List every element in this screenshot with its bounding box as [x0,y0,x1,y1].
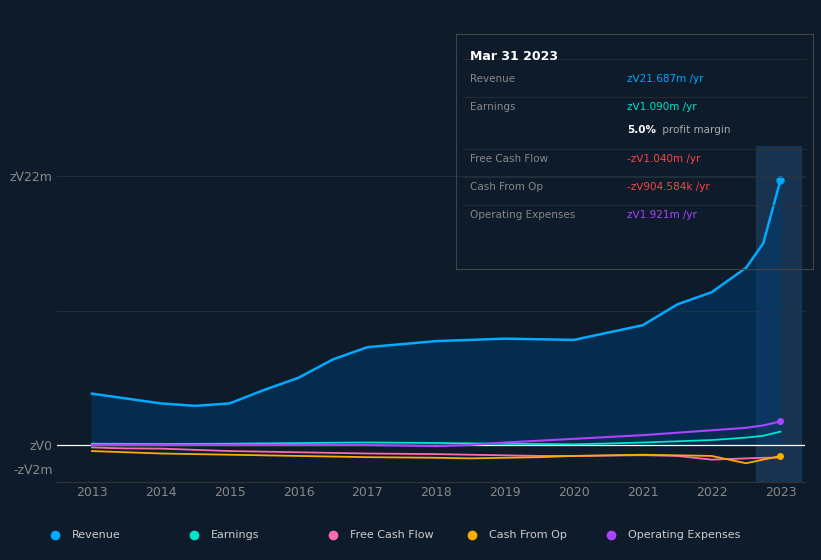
Text: Revenue: Revenue [72,530,121,540]
Text: zᐯ21.687m /yr: zᐯ21.687m /yr [627,73,704,83]
Text: Cash From Op: Cash From Op [470,182,543,192]
Text: Operating Expenses: Operating Expenses [470,210,576,220]
Text: Cash From Op: Cash From Op [489,530,567,540]
Text: Free Cash Flow: Free Cash Flow [470,153,548,164]
Text: Mar 31 2023: Mar 31 2023 [470,50,558,63]
Text: -zᐯ1.040m /yr: -zᐯ1.040m /yr [627,153,700,164]
Text: Earnings: Earnings [211,530,259,540]
Text: 5.0%: 5.0% [627,125,656,136]
Text: zᐯ1.090m /yr: zᐯ1.090m /yr [627,102,697,112]
Text: -zᐯ904.584k /yr: -zᐯ904.584k /yr [627,182,710,192]
Text: Earnings: Earnings [470,102,516,112]
Text: zᐯ1.921m /yr: zᐯ1.921m /yr [627,210,697,220]
Text: Operating Expenses: Operating Expenses [628,530,741,540]
Text: Revenue: Revenue [470,73,515,83]
Text: profit margin: profit margin [659,125,731,136]
Text: Free Cash Flow: Free Cash Flow [350,530,433,540]
Bar [756,146,801,482]
